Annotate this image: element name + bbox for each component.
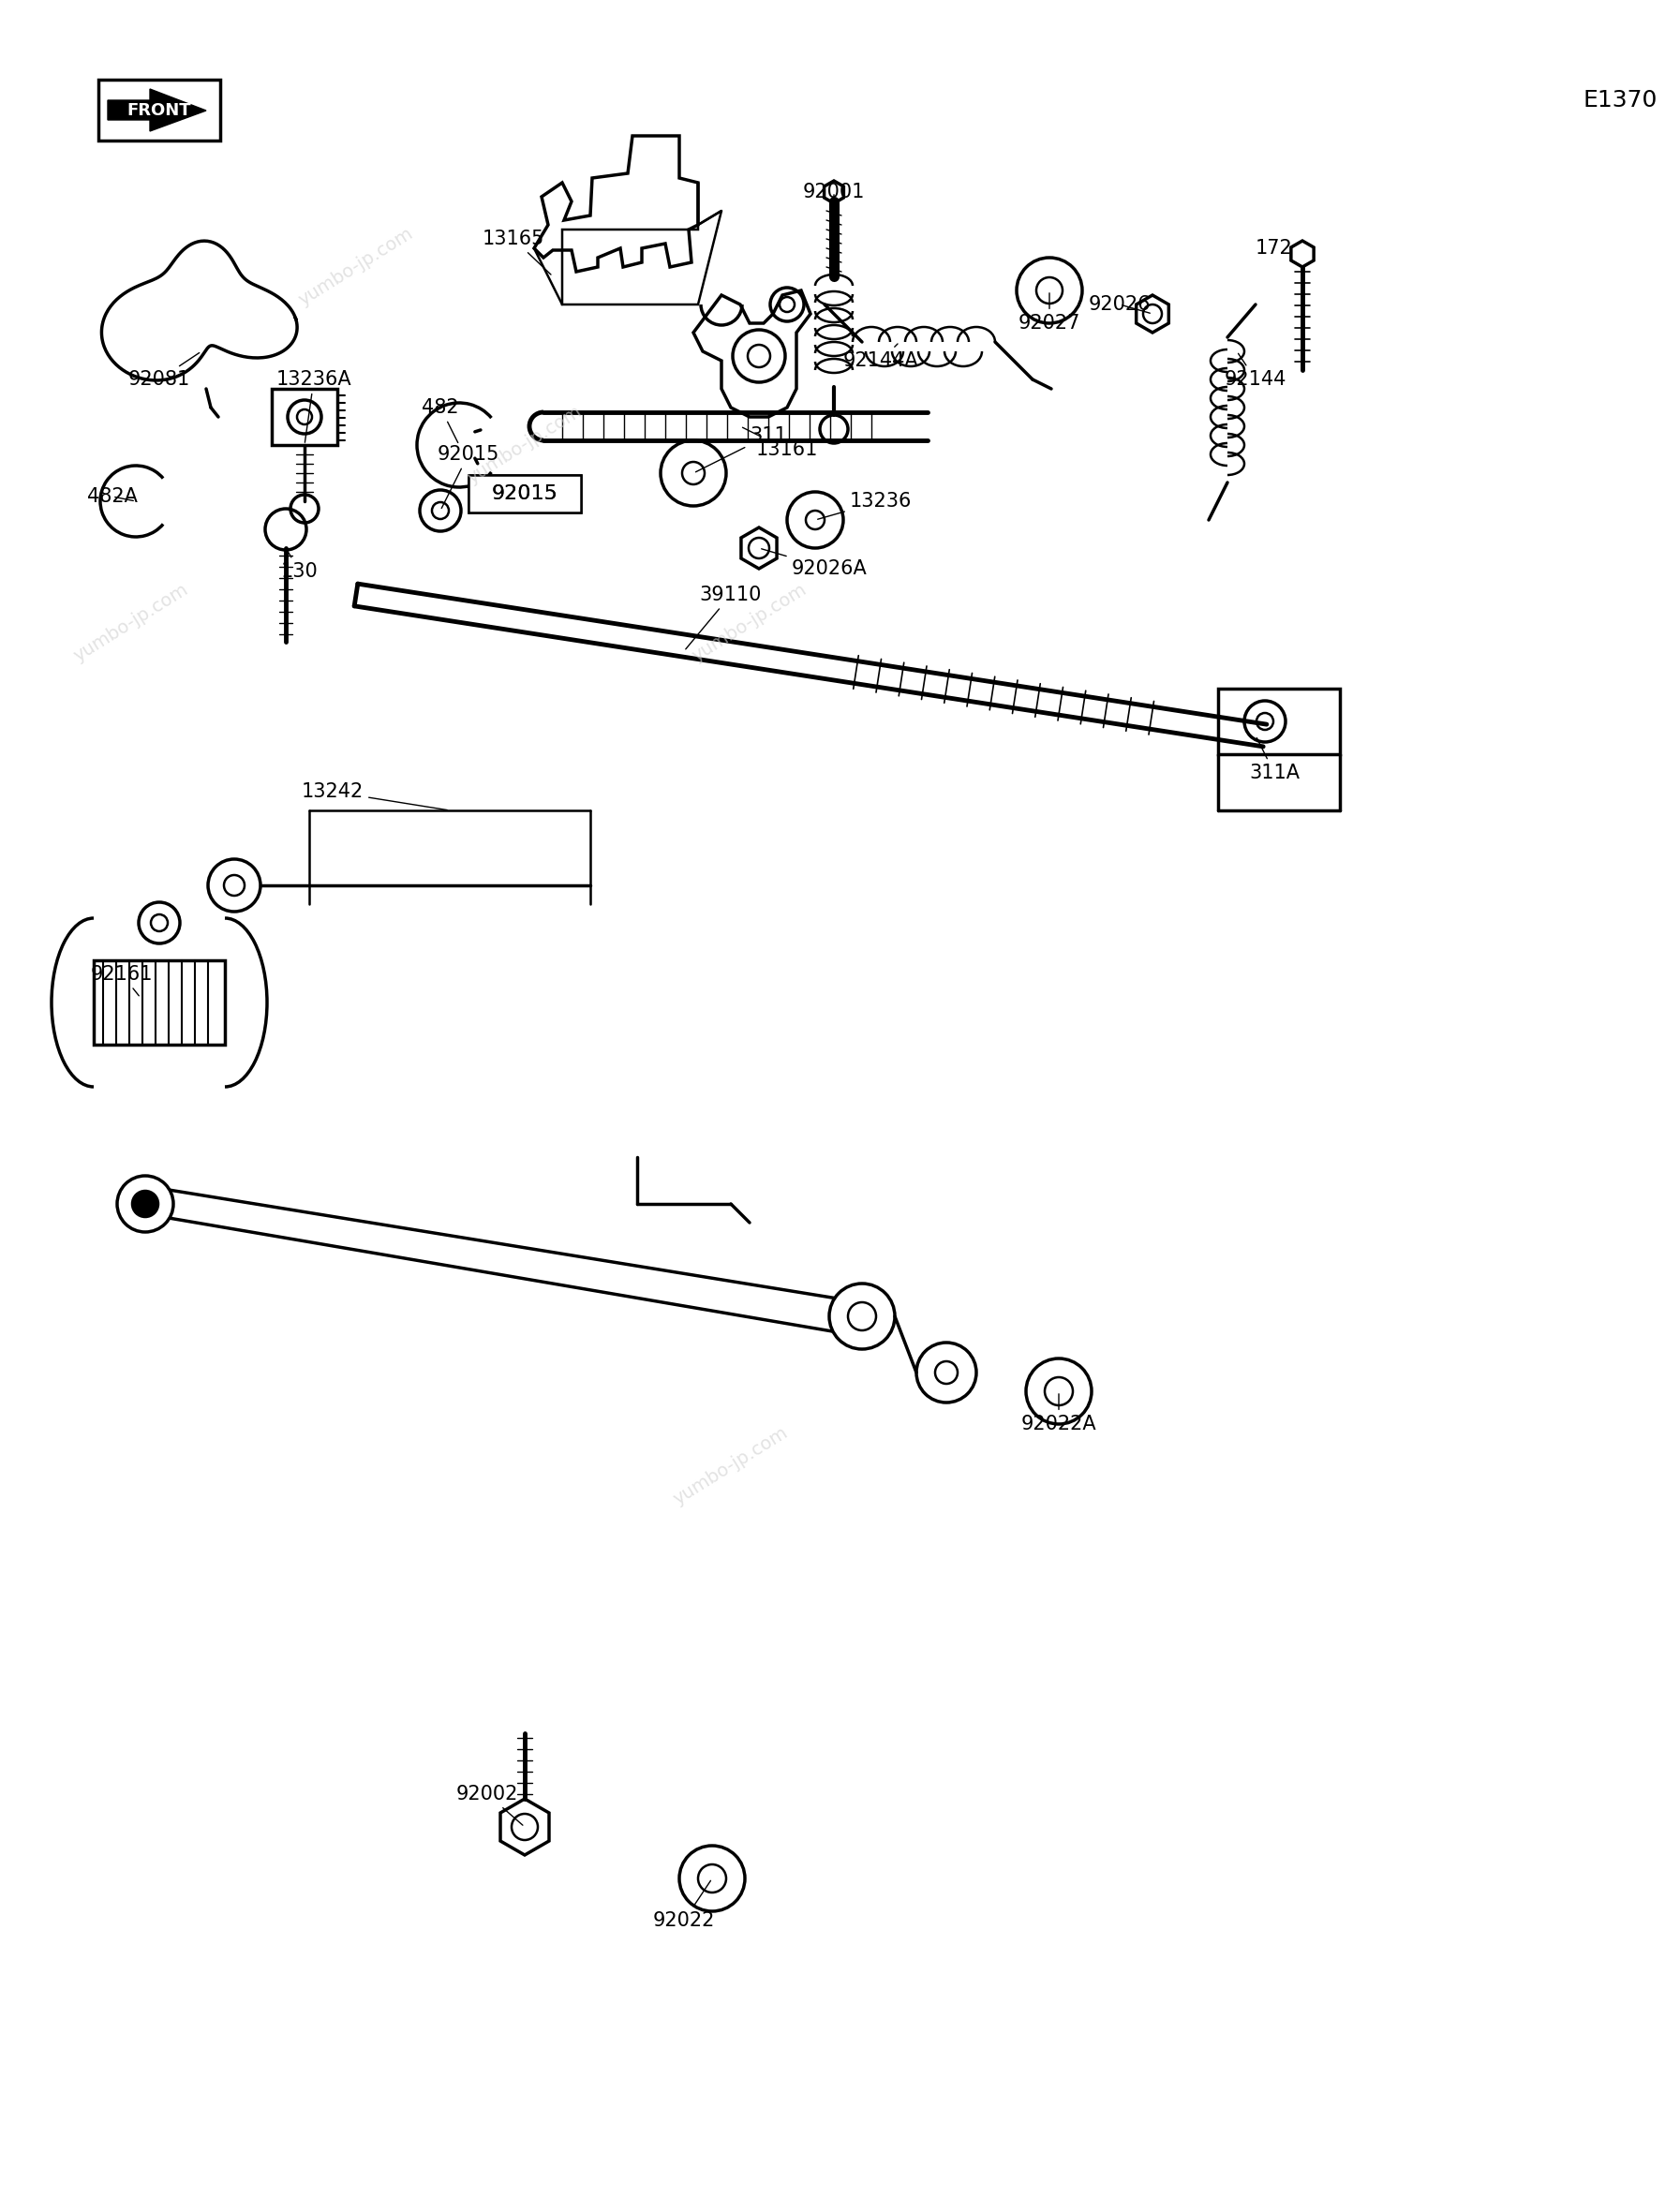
Polygon shape (741, 527, 776, 569)
Text: yumbo-jp.com: yumbo-jp.com (689, 580, 810, 666)
Polygon shape (1290, 242, 1314, 268)
Text: 311: 311 (696, 426, 786, 472)
Bar (1218, 688, 1341, 754)
Text: E1370: E1370 (1584, 90, 1658, 112)
Text: 92144: 92144 (1225, 354, 1287, 389)
Circle shape (133, 1191, 158, 1217)
Bar (469, 475, 581, 512)
Circle shape (1026, 1358, 1092, 1424)
Circle shape (916, 1342, 976, 1402)
Text: 13161: 13161 (743, 428, 818, 459)
Bar (469, 475, 581, 512)
Text: 13165: 13165 (482, 228, 551, 275)
Text: yumbo-jp.com: yumbo-jp.com (296, 224, 417, 310)
Text: 92026: 92026 (1089, 294, 1151, 314)
Circle shape (679, 1845, 744, 1911)
Text: 482: 482 (422, 398, 459, 442)
Text: 482A: 482A (87, 488, 138, 505)
Text: 13242: 13242 (302, 782, 447, 811)
Text: 13236A: 13236A (276, 369, 351, 442)
Text: 92081: 92081 (128, 354, 200, 389)
Bar (272, 389, 338, 446)
Text: 92015: 92015 (492, 483, 558, 503)
Polygon shape (108, 90, 207, 132)
Text: 311A: 311A (1248, 738, 1300, 782)
Polygon shape (168, 1191, 880, 1334)
Polygon shape (1136, 294, 1169, 332)
Bar (94, 960, 225, 1044)
Circle shape (118, 1175, 173, 1233)
Text: 92161: 92161 (91, 964, 153, 995)
Text: 92027: 92027 (1018, 292, 1080, 332)
Text: 92015: 92015 (492, 483, 558, 503)
Text: FRONT: FRONT (128, 101, 192, 119)
Text: 92144A: 92144A (843, 343, 919, 369)
Circle shape (830, 1283, 895, 1349)
Text: 39110: 39110 (685, 587, 763, 648)
Text: 92022: 92022 (654, 1881, 716, 1929)
Text: yumbo-jp.com: yumbo-jp.com (670, 1424, 791, 1509)
Text: 92002: 92002 (457, 1784, 522, 1826)
Text: 172: 172 (1255, 239, 1300, 266)
Text: yumbo-jp.com: yumbo-jp.com (464, 402, 585, 488)
Text: 13236: 13236 (818, 492, 912, 518)
Bar (99, 79, 220, 141)
Polygon shape (825, 180, 843, 204)
Text: 92026A: 92026A (761, 549, 867, 578)
Polygon shape (501, 1799, 549, 1854)
Text: yumbo-jp.com: yumbo-jp.com (71, 580, 192, 666)
Text: 92001: 92001 (803, 182, 865, 202)
Text: 130: 130 (281, 549, 319, 580)
Text: 92015: 92015 (437, 446, 499, 508)
Text: 92022A: 92022A (1021, 1393, 1097, 1432)
